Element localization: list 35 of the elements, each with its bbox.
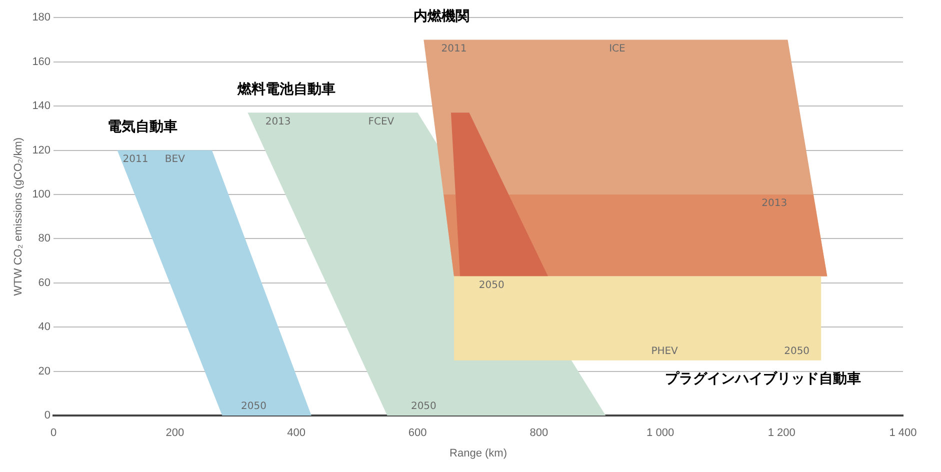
annotation: BEV bbox=[164, 154, 186, 165]
y-tick-label: 140 bbox=[32, 100, 51, 112]
annotation: 2011 bbox=[122, 154, 148, 165]
x-axis-title: Range (km) bbox=[450, 447, 508, 460]
series-label: 燃料電池自動車 bbox=[236, 81, 336, 98]
y-tick-label: 0 bbox=[44, 410, 51, 422]
y-tick-label: 120 bbox=[32, 144, 51, 156]
annotation: 2013 bbox=[265, 116, 291, 128]
x-tick-label: 600 bbox=[408, 427, 427, 440]
x-tick-label: 1 400 bbox=[889, 427, 917, 440]
x-tick-label: 200 bbox=[166, 427, 184, 440]
x-tick-label: 400 bbox=[287, 427, 306, 440]
y-tick-label: 40 bbox=[38, 321, 51, 334]
annotation: 2050 bbox=[478, 280, 504, 291]
annotation: ICE bbox=[609, 43, 626, 54]
y-tick-label: 160 bbox=[32, 56, 51, 68]
y-tick-label: 80 bbox=[38, 232, 51, 245]
annotation: PHEV bbox=[651, 346, 678, 357]
y-tick-label: 180 bbox=[32, 12, 51, 24]
x-tick-label: 800 bbox=[530, 427, 548, 440]
y-axis-title: WTW CO₂ emissions (gCO₂/km) bbox=[12, 137, 25, 296]
x-tick-label: 1 200 bbox=[768, 427, 796, 440]
annotation: 2011 bbox=[441, 43, 467, 54]
series-label: プラグインハイブリッド自動車 bbox=[665, 370, 862, 387]
y-tick-label: 60 bbox=[38, 276, 51, 289]
annotation: FCEV bbox=[368, 116, 394, 128]
series-label: 内燃機関 bbox=[414, 8, 470, 24]
annotation: 2050 bbox=[241, 401, 267, 412]
annotation: 2050 bbox=[410, 401, 436, 412]
y-tick-label: 100 bbox=[32, 188, 51, 201]
y-tick-label: 20 bbox=[38, 365, 51, 378]
annotation: 2013 bbox=[762, 198, 788, 210]
series-label: 電気自動車 bbox=[107, 118, 178, 135]
annotation: 2050 bbox=[784, 346, 810, 357]
x-tick-label: 1 000 bbox=[646, 427, 674, 440]
